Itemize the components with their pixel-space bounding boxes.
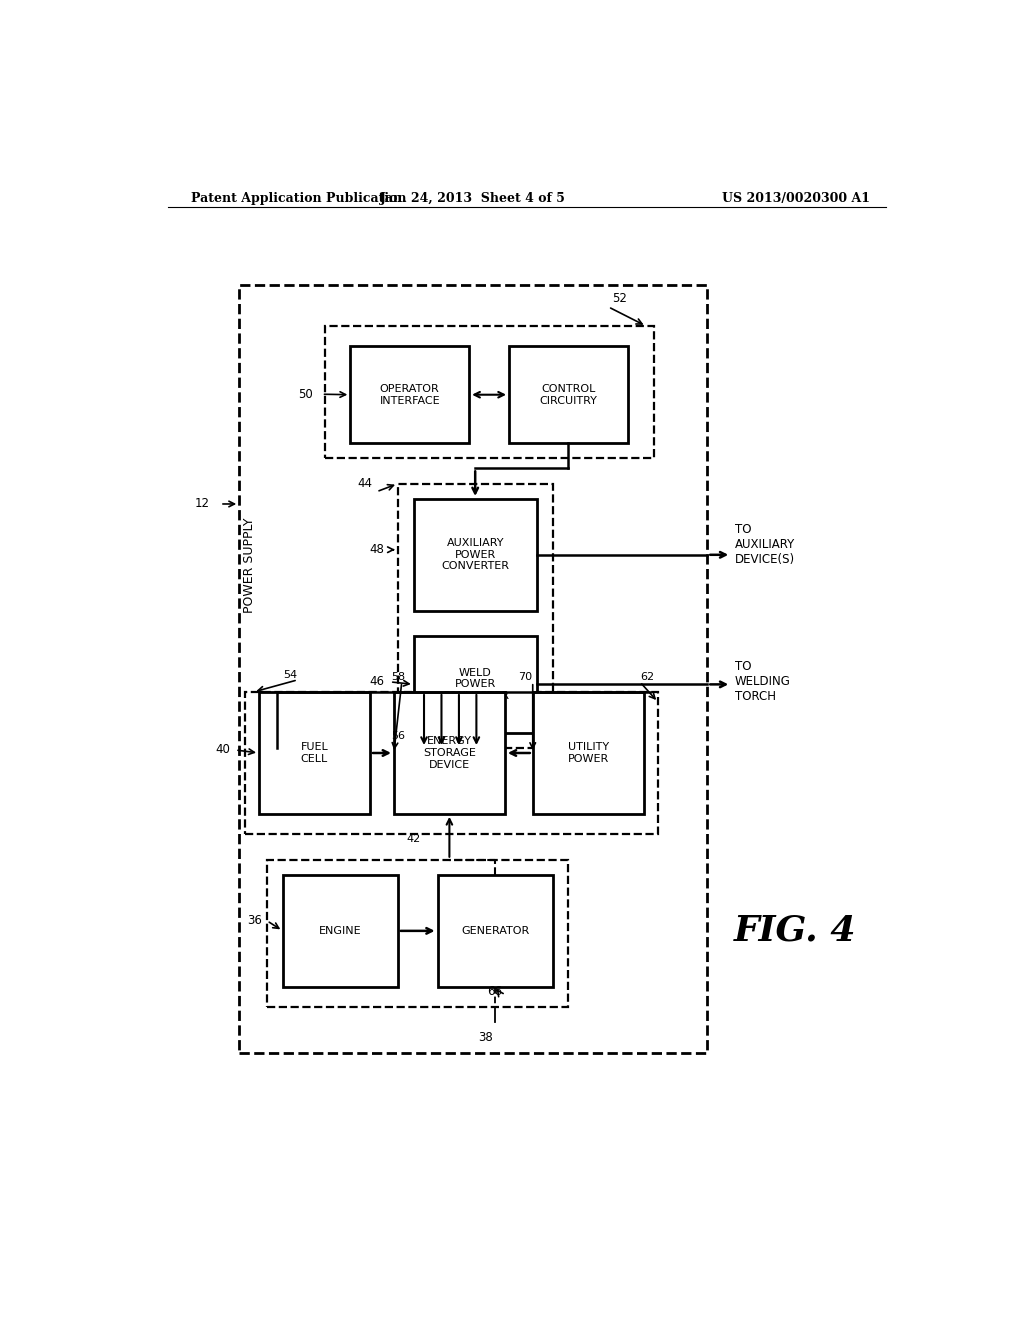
- Bar: [532, 692, 644, 814]
- Text: 38: 38: [478, 1031, 493, 1044]
- Bar: [394, 692, 505, 814]
- Bar: [267, 859, 568, 1007]
- Text: POWER SUPPLY: POWER SUPPLY: [243, 517, 256, 612]
- Text: ENERGY
STORAGE
DEVICE: ENERGY STORAGE DEVICE: [423, 737, 476, 770]
- Text: AUXILIARY
POWER
CONVERTER: AUXILIARY POWER CONVERTER: [441, 539, 509, 572]
- Text: CONTROL
CIRCUITRY: CONTROL CIRCUITRY: [540, 384, 597, 405]
- Text: Jan. 24, 2013  Sheet 4 of 5: Jan. 24, 2013 Sheet 4 of 5: [380, 191, 566, 205]
- Text: TO
AUXILIARY
DEVICE(S): TO AUXILIARY DEVICE(S): [735, 523, 796, 566]
- Text: 42: 42: [407, 834, 421, 845]
- Text: TO
WELDING
TORCH: TO WELDING TORCH: [735, 660, 791, 704]
- Text: 54: 54: [283, 669, 297, 680]
- Text: 48: 48: [369, 544, 384, 556]
- Text: 36: 36: [248, 915, 262, 927]
- Bar: [414, 636, 537, 733]
- Text: 62: 62: [641, 672, 655, 681]
- Bar: [414, 499, 537, 611]
- Text: 12: 12: [195, 498, 209, 511]
- Text: OPERATOR
INTERFACE: OPERATOR INTERFACE: [380, 384, 440, 405]
- Text: UTILITY
POWER: UTILITY POWER: [567, 742, 609, 764]
- Text: 66: 66: [487, 985, 502, 998]
- Text: ENGINE: ENGINE: [318, 925, 361, 936]
- Bar: [283, 875, 397, 987]
- Text: 70: 70: [518, 672, 531, 681]
- Bar: [240, 285, 708, 1053]
- Text: 46: 46: [369, 676, 384, 688]
- Bar: [437, 875, 553, 987]
- Bar: [397, 483, 553, 748]
- Text: 56: 56: [391, 731, 404, 741]
- Bar: [259, 692, 370, 814]
- Bar: [509, 346, 628, 444]
- Text: 50: 50: [298, 388, 313, 401]
- Text: 52: 52: [612, 292, 628, 305]
- Text: FUEL
CELL: FUEL CELL: [301, 742, 329, 764]
- Bar: [246, 692, 658, 834]
- Text: FIG. 4: FIG. 4: [733, 913, 856, 948]
- Text: Patent Application Publication: Patent Application Publication: [191, 191, 407, 205]
- Text: 40: 40: [216, 743, 230, 756]
- Bar: [350, 346, 469, 444]
- Text: US 2013/0020300 A1: US 2013/0020300 A1: [722, 191, 870, 205]
- Text: GENERATOR: GENERATOR: [461, 925, 529, 936]
- Text: 58: 58: [391, 672, 404, 681]
- Text: 44: 44: [357, 477, 372, 490]
- Text: WELD
POWER
CONVERTER: WELD POWER CONVERTER: [441, 668, 509, 701]
- Bar: [325, 326, 654, 458]
